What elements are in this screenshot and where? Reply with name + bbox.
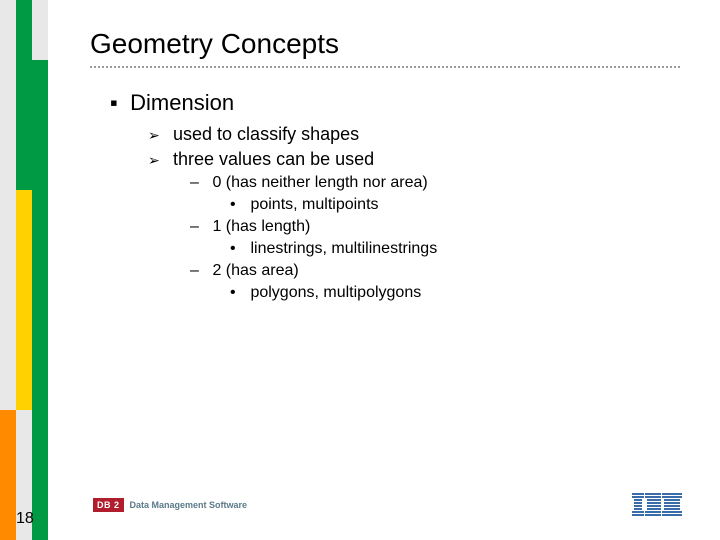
footer-right <box>632 493 682 516</box>
bullet-text: 2 (has area) <box>212 262 298 279</box>
stripe-segment <box>16 0 32 190</box>
bullet-level3-two: – 2 (has area) <box>190 262 690 280</box>
arrow-bullet-icon: ➢ <box>148 152 168 169</box>
footer-left: DB 2 Data Management Software <box>93 498 247 512</box>
bullet-text: used to classify shapes <box>173 124 359 144</box>
bullet-level3-one: – 1 (has length) <box>190 218 690 236</box>
bullet-level2-classify: ➢ used to classify shapes <box>148 124 690 145</box>
dot-bullet-icon: • <box>230 240 246 258</box>
stripe-segment <box>16 190 32 410</box>
square-bullet-icon: ▪ <box>110 90 124 116</box>
bullet-text: three values can be used <box>173 149 374 169</box>
dash-bullet-icon: – <box>190 218 208 236</box>
bullet-text: Dimension <box>130 90 234 115</box>
bullet-level4-points: • points, multipoints <box>230 196 690 214</box>
footer-product-text: Data Management Software <box>130 500 248 510</box>
dash-bullet-icon: – <box>190 174 208 192</box>
slide-content: Geometry Concepts ▪ Dimension ➢ used to … <box>90 28 690 306</box>
dot-bullet-icon: • <box>230 196 246 214</box>
left-stripe-bar <box>0 0 48 540</box>
bullet-text: 1 (has length) <box>212 218 310 235</box>
stripe-segment <box>0 0 16 410</box>
bullet-level1-dimension: ▪ Dimension <box>110 90 690 116</box>
bullet-text: polygons, multipolygons <box>250 284 421 301</box>
arrow-bullet-icon: ➢ <box>148 127 168 144</box>
page-number: 18 <box>16 510 34 528</box>
stripe-segment <box>0 410 16 540</box>
bullet-level2-values: ➢ three values can be used <box>148 149 690 170</box>
db2-logo-icon: DB 2 <box>93 498 124 512</box>
dot-bullet-icon: • <box>230 284 246 302</box>
dash-bullet-icon: – <box>190 262 208 280</box>
bullet-text: linestrings, multilinestrings <box>250 240 437 257</box>
title-dotted-rule <box>90 66 680 68</box>
slide-title: Geometry Concepts <box>90 28 690 60</box>
bullet-text: 0 (has neither length nor area) <box>212 174 427 191</box>
ibm-logo-icon <box>632 493 682 516</box>
bullet-text: points, multipoints <box>250 196 378 213</box>
stripe-segment <box>32 0 48 60</box>
bullet-level3-zero: – 0 (has neither length nor area) <box>190 174 690 192</box>
stripe-segment <box>32 60 48 540</box>
bullet-level4-polygons: • polygons, multipolygons <box>230 284 690 302</box>
bullet-level4-linestrings: • linestrings, multilinestrings <box>230 240 690 258</box>
